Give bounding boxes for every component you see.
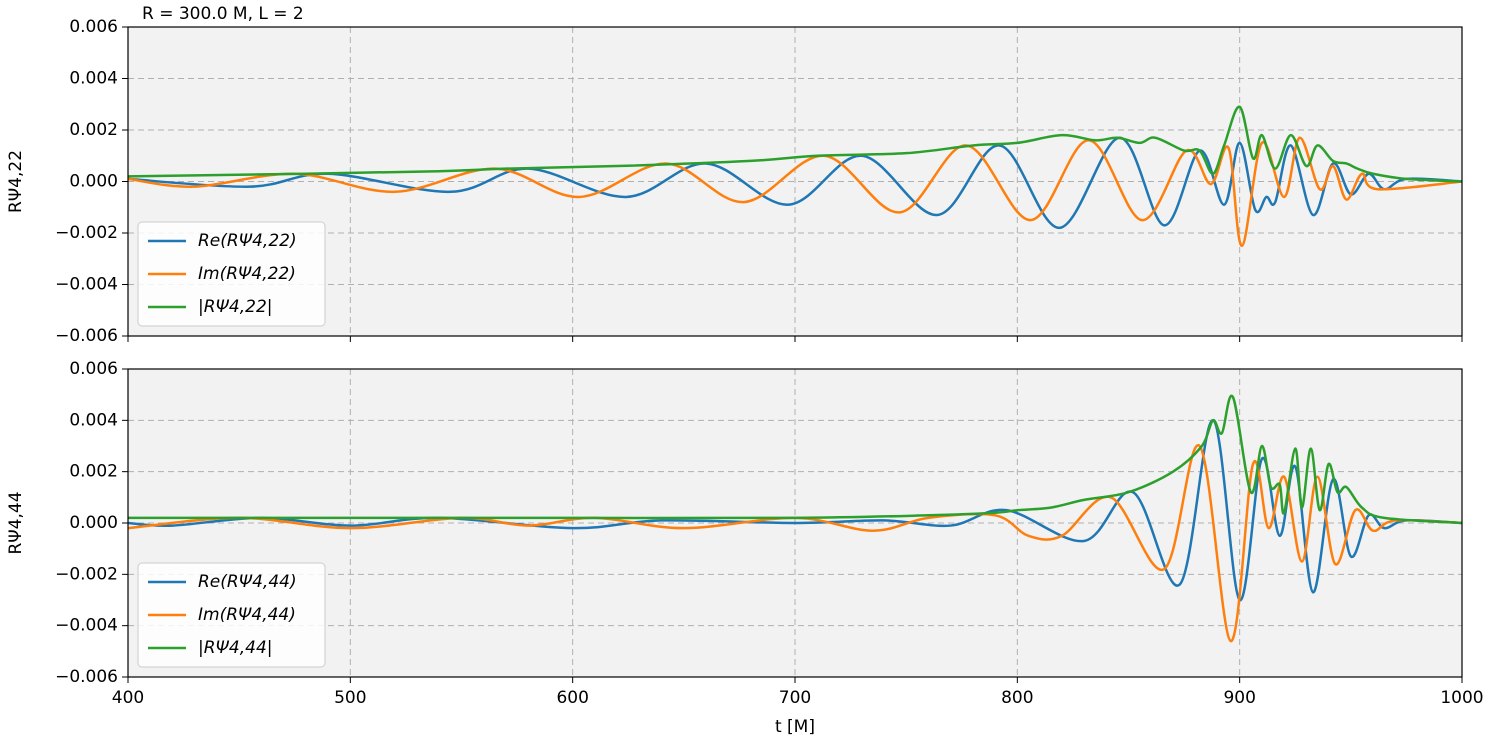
series-line [128,105,1462,183]
y-tick-label: 0.004 [69,410,118,430]
y-tick-label: 0.002 [69,462,118,482]
legend-label: Im(RΨ4,44) [198,605,296,625]
y-tick-label: −0.006 [55,667,118,687]
y-tick-label: −0.002 [55,564,118,584]
x-axis-label: t [M] [775,717,815,737]
x-tick-label: 700 [779,688,811,708]
legend-box [137,562,326,668]
y-tick-label: 0.000 [69,172,118,192]
y-tick-label: 0.002 [69,120,118,140]
x-tick-label: 500 [334,688,366,708]
series-line [128,394,1462,525]
y-tick-label: 0.006 [69,17,118,37]
plot-frame [127,368,1463,678]
y-axis-label: RΨ4,44 [6,491,26,554]
legend-label: |RΨ4,22| [198,297,273,317]
y-tick-label: −0.006 [55,326,118,346]
legend-label: Re(RΨ4,22) [198,231,297,251]
x-tick-label: 800 [1001,688,1033,708]
y-axis-label: RΨ4,22 [6,150,26,213]
legend-label: Im(RΨ4,22) [198,264,296,284]
series-line [128,444,1462,643]
legend-label: Re(RΨ4,44) [198,572,297,592]
x-tick-label: 900 [1223,688,1255,708]
legend-label: |RΨ4,44| [198,638,273,658]
x-tick-label: 1000 [1440,688,1483,708]
y-tick-label: −0.004 [55,275,118,295]
y-tick-label: 0.000 [69,513,118,533]
x-tick-label: 400 [112,688,144,708]
legend-box [137,221,326,327]
plot-frame [127,26,1463,337]
y-tick-label: −0.002 [55,223,118,243]
y-tick-label: 0.004 [69,69,118,89]
y-tick-label: 0.006 [69,359,118,379]
chart-title: R = 300.0 M, L = 2 [142,4,304,24]
x-tick-label: 600 [556,688,588,708]
y-tick-label: −0.004 [55,616,118,636]
